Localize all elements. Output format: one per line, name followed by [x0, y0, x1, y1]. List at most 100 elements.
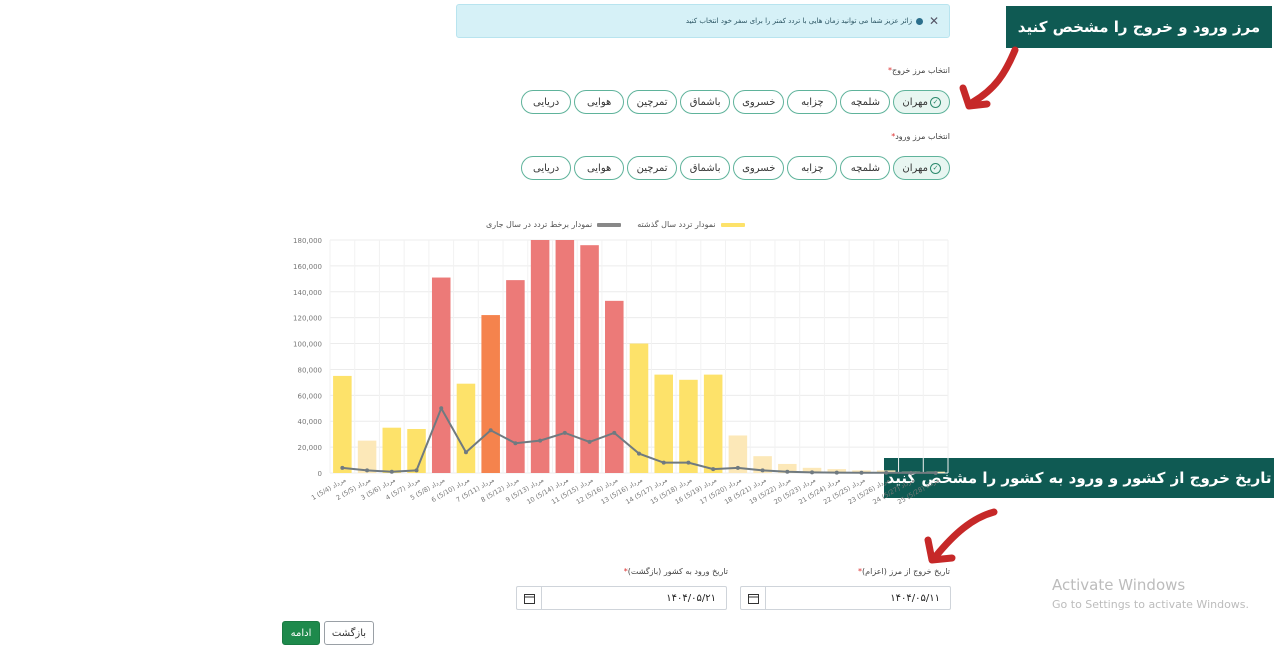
line-point[interactable] [637, 451, 641, 456]
exit-border-option-label: شلمچه [850, 96, 881, 108]
line-point[interactable] [389, 469, 394, 474]
line-point[interactable] [439, 406, 444, 411]
bar[interactable] [357, 440, 377, 473]
bar[interactable] [456, 383, 476, 473]
y-tick-label: 140,000 [293, 289, 322, 297]
entry-border-options: ✓ مهران شلمچه چزابه خسروی باشماق تمرچین هوایی در… [521, 156, 950, 180]
back-button[interactable]: بازگشت [324, 621, 374, 645]
line-point[interactable] [414, 468, 419, 473]
legend-item-last-year[interactable]: نمودار تردد سال گذشته [637, 220, 745, 229]
entry-border-option[interactable]: شلمچه [840, 156, 891, 180]
line-point[interactable] [908, 470, 913, 475]
calendar-icon[interactable] [517, 587, 542, 609]
bar[interactable] [679, 379, 698, 473]
callout-dates: تاریخ خروج از کشور و ورود به کشور را مشخ… [882, 456, 1276, 500]
line-point[interactable] [785, 469, 790, 474]
exit-border-option-label: مهران [902, 96, 928, 108]
exit-border-option-label: چزابه [801, 96, 824, 108]
exit-border-option-label: تمرچین [636, 96, 668, 108]
exit-border-option[interactable]: ✓ مهران [893, 90, 950, 114]
bar[interactable] [530, 240, 550, 473]
return-date-label: تاریخ ورود به کشور (بازگشت)* [623, 567, 728, 576]
exit-border-option[interactable]: خسروی [733, 90, 785, 114]
bar[interactable] [654, 374, 673, 473]
exit-date-field[interactable]: ۱۴۰۴/۰۵/۱۱ [740, 586, 951, 610]
line-point[interactable] [488, 428, 493, 433]
red-arrow-icon [959, 46, 1019, 110]
bar[interactable] [431, 277, 451, 473]
line-point[interactable] [661, 460, 666, 465]
info-alert: زائر عزیز شما می توانید زمان هایی با ترد… [456, 4, 950, 38]
bar[interactable] [778, 463, 797, 473]
bar[interactable] [580, 245, 599, 473]
entry-border-option-label: هوایی [586, 162, 612, 174]
bar[interactable] [382, 427, 402, 473]
line-point[interactable] [463, 450, 468, 455]
watermark-subtitle: Go to Settings to activate Windows. [1052, 598, 1250, 611]
line-point[interactable] [933, 470, 938, 475]
line-point[interactable] [884, 470, 889, 475]
exit-border-option[interactable]: باشماق [680, 90, 731, 114]
line-point[interactable] [686, 460, 691, 465]
bar[interactable] [506, 280, 525, 473]
info-icon [916, 17, 923, 25]
activate-windows-watermark: Activate Windows Go to Settings to activ… [1052, 576, 1249, 611]
red-arrow-icon [924, 508, 998, 564]
line-point[interactable] [612, 430, 617, 435]
entry-border-option-label: دریایی [533, 162, 560, 174]
bar[interactable] [629, 343, 649, 473]
entry-border-option[interactable]: ✓ مهران [893, 156, 950, 180]
entry-border-option[interactable]: چزابه [787, 156, 838, 180]
line-point[interactable] [365, 468, 370, 473]
exit-border-option[interactable]: چزابه [787, 90, 838, 114]
check-circle-icon: ✓ [930, 162, 941, 174]
bar[interactable] [703, 374, 723, 473]
entry-border-option[interactable]: تمرچین [627, 156, 678, 180]
entry-border-option[interactable]: دریایی [521, 156, 572, 180]
line-point[interactable] [810, 470, 815, 475]
continue-button[interactable]: ادامه [282, 621, 320, 645]
entry-border-option[interactable]: باشماق [680, 156, 731, 180]
entry-border-option-label: باشماق [689, 162, 721, 174]
exit-border-option[interactable]: تمرچین [627, 90, 678, 114]
entry-border-option[interactable]: هوایی [574, 156, 625, 180]
exit-border-option[interactable]: دریایی [521, 90, 572, 114]
bar[interactable] [605, 300, 624, 473]
line-point[interactable] [859, 470, 864, 475]
y-tick-label: 180,000 [293, 237, 322, 245]
entry-border-option-label: تمرچین [636, 162, 668, 174]
close-icon[interactable]: ✕ [929, 14, 940, 28]
exit-border-option[interactable]: شلمچه [840, 90, 891, 114]
line-point[interactable] [587, 439, 592, 444]
bar[interactable] [728, 435, 748, 473]
entry-border-option-label: چزابه [801, 162, 824, 174]
calendar-icon[interactable] [741, 587, 766, 609]
line-point[interactable] [834, 470, 839, 475]
y-tick-label: 120,000 [293, 315, 322, 323]
y-tick-label: 60,000 [298, 392, 323, 400]
watermark-title: Activate Windows [1052, 576, 1186, 594]
entry-border-option-label: شلمچه [850, 162, 881, 174]
line-point[interactable] [340, 465, 345, 470]
bar[interactable] [333, 375, 352, 473]
legend-swatch [597, 222, 622, 227]
line-point[interactable] [513, 441, 518, 446]
legend-item-current-year[interactable]: نمودار برخط تردد در سال جاری [486, 220, 622, 229]
y-tick-label: 20,000 [298, 444, 323, 452]
line-point[interactable] [562, 430, 567, 435]
bar[interactable] [481, 315, 500, 473]
line-point[interactable] [711, 467, 716, 472]
return-date-field[interactable]: ۱۴۰۴/۰۵/۲۱ [516, 586, 727, 610]
bar[interactable] [555, 240, 575, 473]
legend-label: نمودار برخط تردد در سال جاری [486, 220, 593, 229]
line-point[interactable] [735, 465, 740, 470]
exit-border-option[interactable]: هوایی [574, 90, 625, 114]
callout-dates-text: تاریخ خروج از کشور و ورود به کشور را مشخ… [886, 469, 1272, 487]
line-point[interactable] [538, 438, 543, 443]
line-point[interactable] [760, 468, 765, 473]
bar[interactable] [407, 428, 426, 473]
entry-border-option[interactable]: خسروی [733, 156, 785, 180]
entry-border-label-text: انتخاب مرز ورود [895, 132, 950, 141]
bar[interactable] [753, 456, 772, 473]
callout-borders: مرز ورود و خروج را مشخص کنید [1004, 4, 1274, 50]
